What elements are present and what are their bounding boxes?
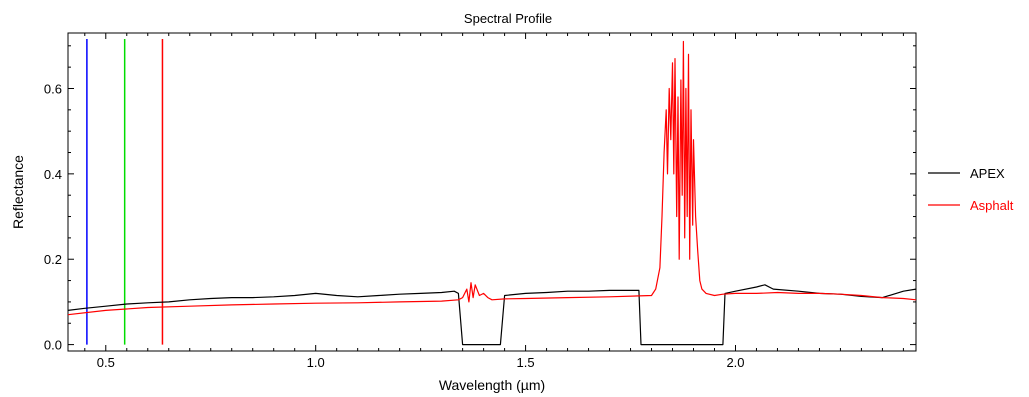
series-line-asphalt — [67, 40, 917, 316]
legend-label-apex: APEX — [970, 166, 1005, 181]
series-line-apex — [67, 284, 917, 346]
axes: 0.5 1.0 1.5 2.0 0.0 0.2 0.4 0.6 — [44, 33, 916, 370]
y-axis-label: Reflectance — [10, 155, 26, 229]
y-tick-label: 0.6 — [44, 81, 62, 96]
band-markers — [86, 39, 164, 345]
x-axis-label: Wavelength (µm) — [439, 377, 545, 393]
chart-title: Spectral Profile — [464, 11, 552, 26]
plot-frame — [67, 32, 917, 352]
x-tick-label: 1.5 — [517, 355, 535, 370]
series-lines — [67, 40, 917, 346]
legend-label-asphalt: Asphalt — [970, 198, 1014, 213]
x-tick-label: 2.0 — [726, 355, 744, 370]
legend: APEX Asphalt — [928, 166, 1014, 213]
x-tick-label: 1.0 — [307, 355, 325, 370]
x-tick-label: 0.5 — [97, 355, 115, 370]
y-tick-label: 0.4 — [44, 167, 62, 182]
y-tick-label: 0.0 — [44, 338, 62, 353]
y-tick-label: 0.2 — [44, 252, 62, 267]
